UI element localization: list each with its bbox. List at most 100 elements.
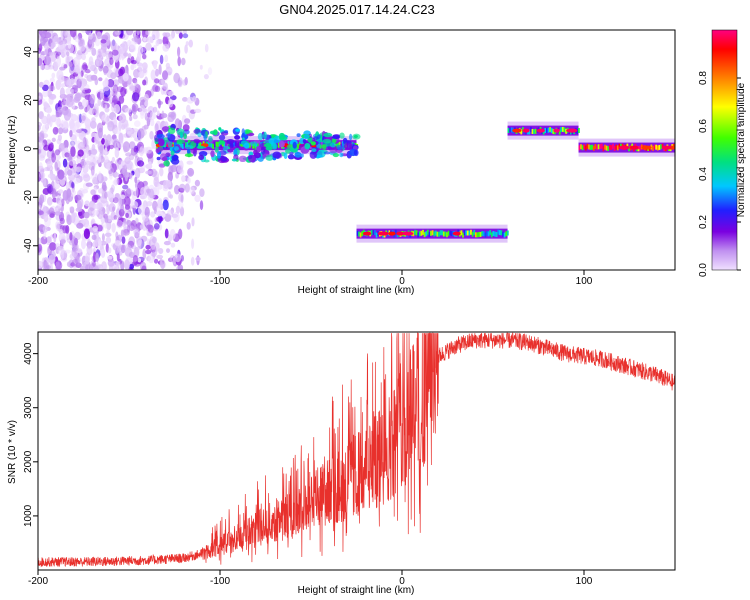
noise-speck xyxy=(145,244,151,250)
noise-speck xyxy=(204,43,209,53)
noise-speck xyxy=(184,77,188,86)
noise-speck xyxy=(140,187,146,196)
band-core xyxy=(509,127,511,133)
band-blob xyxy=(157,146,164,152)
noise-speck xyxy=(77,149,84,157)
y-tick-label: 1000 xyxy=(23,504,34,527)
noise-speck xyxy=(81,217,85,225)
noise-speck xyxy=(112,79,120,86)
band-blob xyxy=(352,133,361,140)
band-core xyxy=(460,230,463,236)
noise-speck xyxy=(181,175,186,183)
noise-speck xyxy=(54,211,61,216)
noise-speck xyxy=(154,85,161,93)
noise-speck xyxy=(111,222,116,233)
y-tick-label: 0 xyxy=(23,146,34,152)
noise-speck xyxy=(107,121,115,132)
band-blob xyxy=(247,155,253,160)
noise-speck xyxy=(49,77,55,84)
colorbar-tick-label: 0.8 xyxy=(698,71,709,85)
noise-speck xyxy=(194,108,202,113)
noise-speck xyxy=(110,72,117,80)
noise-speck xyxy=(97,173,104,184)
noise-speck xyxy=(144,100,149,107)
noise-speck xyxy=(122,72,129,82)
noise-speck xyxy=(151,47,155,52)
band-core xyxy=(375,232,378,238)
noise-speck xyxy=(134,79,138,91)
noise-speck xyxy=(103,97,110,102)
noise-speck xyxy=(78,104,84,110)
noise-speck xyxy=(137,128,145,139)
band-peak xyxy=(629,145,639,150)
noise-speck xyxy=(71,258,79,267)
noise-speck xyxy=(155,68,159,77)
band-core xyxy=(335,143,338,149)
noise-speck xyxy=(127,57,131,65)
noise-speck xyxy=(133,261,141,267)
noise-speck xyxy=(57,189,64,194)
band-core xyxy=(608,144,611,150)
noise-speck xyxy=(169,229,176,240)
band-blob xyxy=(329,148,338,154)
band-blob xyxy=(210,150,215,158)
band-blob xyxy=(235,128,241,132)
band-core xyxy=(507,128,510,133)
noise-speck xyxy=(166,71,172,76)
noise-speck xyxy=(180,194,184,204)
snr-series-line xyxy=(38,332,675,568)
noise-speck xyxy=(123,52,129,57)
noise-speck xyxy=(66,214,73,226)
noise-speck xyxy=(95,252,99,263)
noise-speck xyxy=(58,123,64,128)
band-core xyxy=(196,142,199,148)
band-core xyxy=(495,232,498,237)
band-blob xyxy=(184,153,194,158)
noise-speck xyxy=(43,213,49,223)
noise-speck xyxy=(199,64,203,70)
x-tick-label: 0 xyxy=(399,276,405,287)
band-blob xyxy=(198,154,205,160)
noise-speck xyxy=(42,177,47,187)
band-blob xyxy=(193,138,201,144)
noise-speck xyxy=(151,140,155,149)
noise-speck xyxy=(149,130,154,140)
noise-speck xyxy=(38,237,42,245)
noise-speck xyxy=(100,265,103,270)
noise-speck xyxy=(186,96,194,104)
noise-speck xyxy=(55,221,60,230)
noise-speck xyxy=(100,39,107,44)
band-core xyxy=(605,145,608,151)
noise-speck xyxy=(57,106,63,113)
noise-speck xyxy=(66,188,72,198)
noise-speck xyxy=(75,207,83,212)
band-core xyxy=(474,232,477,238)
noise-speck xyxy=(126,219,132,227)
noise-speck xyxy=(146,231,154,237)
noise-speck xyxy=(63,64,68,69)
band-core xyxy=(277,142,280,148)
band-blob xyxy=(224,130,229,134)
band-core xyxy=(213,142,216,147)
noise-speck xyxy=(57,169,65,180)
noise-speck xyxy=(148,161,152,168)
band-core xyxy=(199,142,202,148)
noise-speck xyxy=(184,118,191,124)
band-blob xyxy=(323,151,331,155)
band-blob xyxy=(304,143,311,150)
noise-speck xyxy=(38,146,42,156)
band-core xyxy=(546,127,548,133)
band-core xyxy=(580,144,582,150)
band-core xyxy=(309,144,312,150)
noise-speck xyxy=(175,174,179,179)
band-peak xyxy=(452,231,461,236)
noise-speck xyxy=(163,240,171,246)
band-core xyxy=(473,229,476,235)
band-blob xyxy=(161,126,170,132)
noise-speck xyxy=(141,46,146,53)
noise-speck xyxy=(110,86,118,92)
band-core xyxy=(492,231,495,236)
noise-speck xyxy=(38,132,45,143)
band-core xyxy=(658,144,661,150)
